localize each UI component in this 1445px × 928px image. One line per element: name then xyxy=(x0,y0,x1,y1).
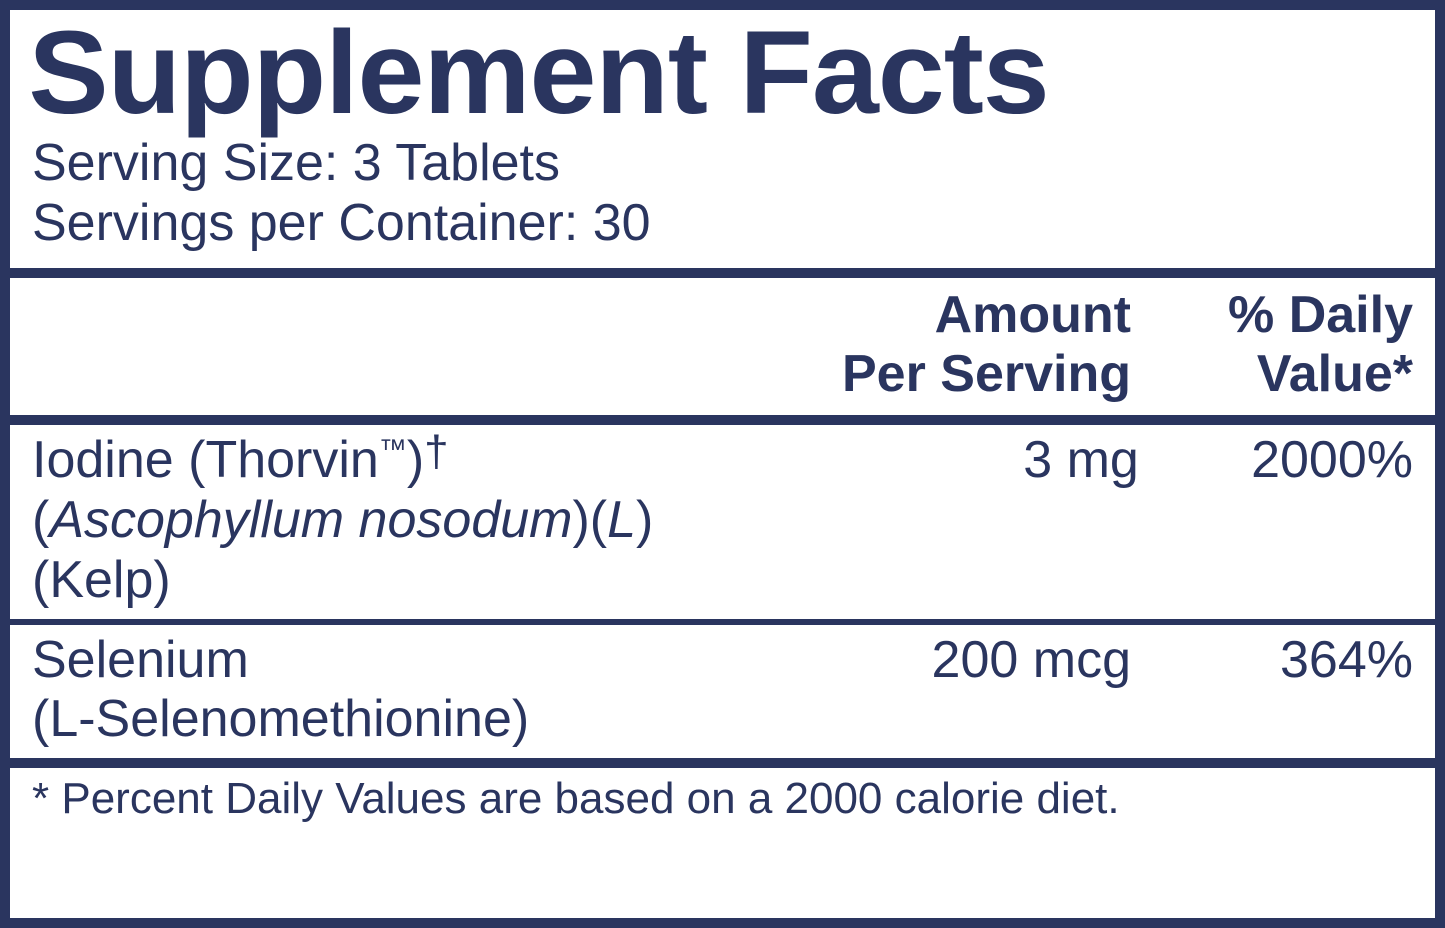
ingredient-amount: 3 mg xyxy=(770,431,1151,491)
header-amount-line1: Amount xyxy=(935,286,1131,344)
ingredient-name-prefix: Selenium xyxy=(32,631,249,689)
ingredient-dv: 364% xyxy=(1143,631,1413,691)
divider-thick xyxy=(10,758,1435,768)
serving-block: Serving Size: 3 Tablets Servings per Con… xyxy=(10,132,1435,268)
ingredient-name-prefix: Iodine (Thorvin xyxy=(32,431,379,489)
ingredient-amount: 200 mcg xyxy=(751,631,1143,691)
column-header-dv: % Daily Value* xyxy=(1143,286,1413,406)
ingredient-common-name: (Kelp) xyxy=(32,551,171,609)
column-header-row: Amount Per Serving % Daily Value* xyxy=(10,278,1435,416)
header-dv-line2: Value* xyxy=(1257,345,1413,403)
divider-thick xyxy=(10,415,1435,425)
ingredient-subtext: (Ascophyllum nosodum)(L)(Kelp) xyxy=(32,491,770,611)
ingredient-row: Iodine (Thorvin™)† (Ascophyllum nosodum)… xyxy=(10,425,1435,618)
header-amount-line2: Per Serving xyxy=(842,345,1131,403)
ingredient-dv: 2000% xyxy=(1151,431,1413,491)
supplement-facts-panel: Supplement Facts Serving Size: 3 Tablets… xyxy=(0,0,1445,928)
column-header-spacer xyxy=(32,286,751,406)
trademark-symbol: ™ xyxy=(379,434,407,465)
servings-per-container-line: Servings per Container: 30 xyxy=(32,194,1413,254)
ingredient-latin-abbrev: L xyxy=(607,491,636,549)
ingredient-name-suffix: ) xyxy=(407,431,424,489)
ingredient-row: Selenium (L-Selenomethionine) 200 mcg 36… xyxy=(10,625,1435,759)
divider-thick xyxy=(10,268,1435,278)
ingredient-name: Selenium (L-Selenomethionine) xyxy=(32,631,751,751)
serving-size-line: Serving Size: 3 Tablets xyxy=(32,134,1413,194)
ingredient-name: Iodine (Thorvin™)† (Ascophyllum nosodum)… xyxy=(32,431,770,610)
ingredient-latin-name: Ascophyllum nosodum xyxy=(49,491,572,549)
dagger-symbol: † xyxy=(424,427,448,476)
panel-title: Supplement Facts xyxy=(10,10,1445,132)
header-dv-line1: % Daily xyxy=(1228,286,1413,344)
footnote-text: * Percent Daily Values are based on a 20… xyxy=(10,768,1435,832)
column-header-amount: Amount Per Serving xyxy=(751,286,1143,406)
ingredient-subtext: (L-Selenomethionine) xyxy=(32,690,751,750)
